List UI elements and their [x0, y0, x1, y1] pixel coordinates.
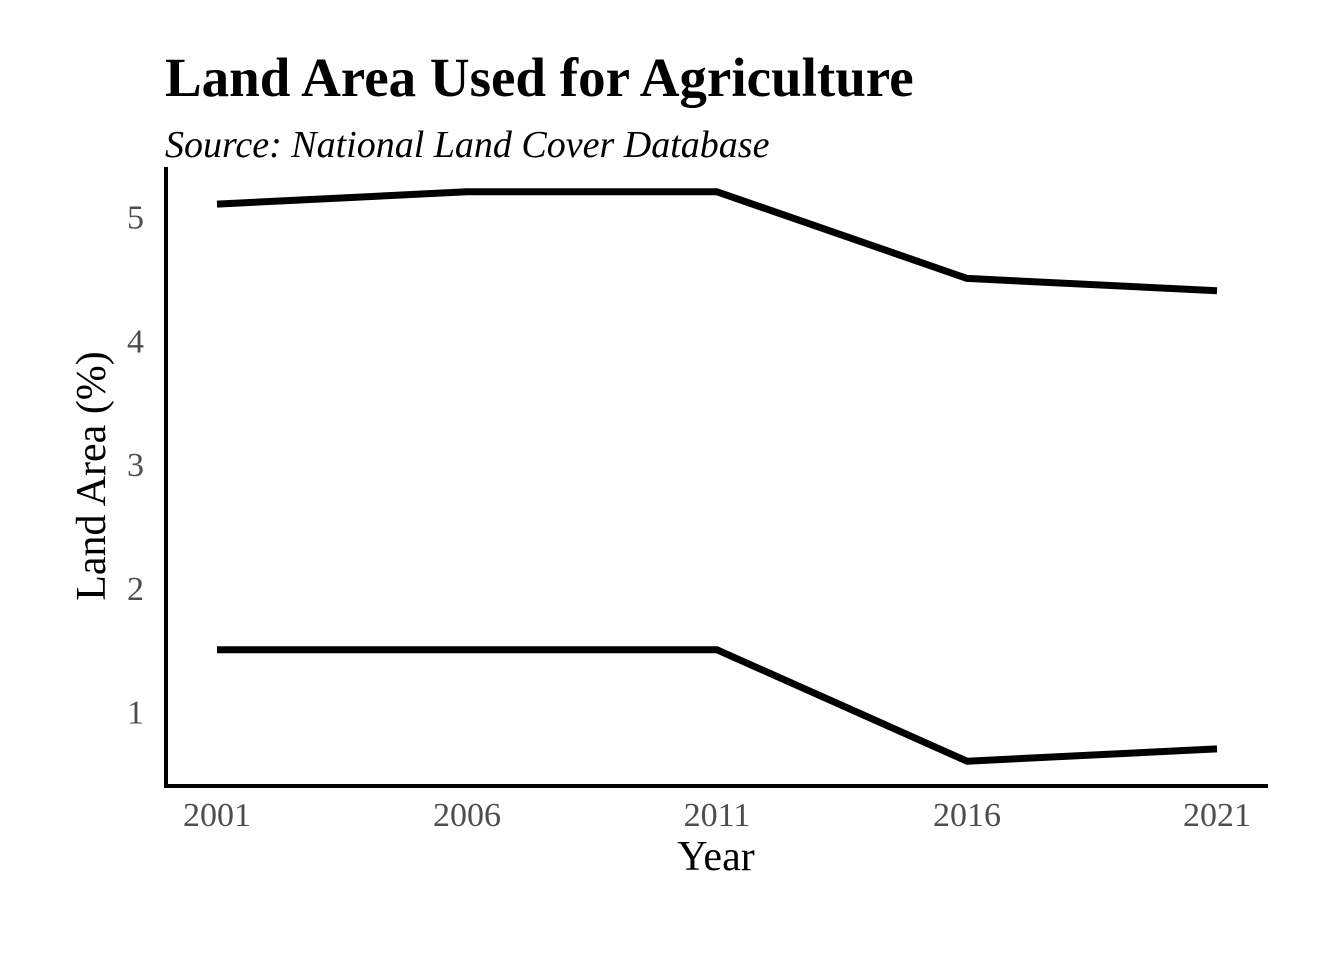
x-tick-label: 2001: [183, 797, 251, 834]
x-tick-label: 2016: [933, 797, 1001, 834]
y-tick-labels: 1 2 3 4 5: [127, 200, 144, 732]
x-tick-label: 2021: [1183, 797, 1251, 834]
x-tick-label: 2011: [684, 797, 751, 834]
y-tick-label: 2: [127, 571, 144, 608]
chart-title: Land Area Used for Agriculture: [165, 47, 914, 108]
y-axis-title: Land Area (%): [69, 351, 115, 601]
y-tick-label: 1: [127, 695, 144, 732]
x-tick-labels: 2001 2006 2011 2016 2021: [183, 797, 1251, 834]
series-layer: [216, 188, 1218, 765]
series-line-1: [216, 188, 1218, 295]
y-tick-label: 4: [127, 323, 144, 360]
x-axis-title: Year: [677, 834, 754, 880]
x-tick-label: 2006: [433, 797, 501, 834]
y-tick-label: 3: [127, 447, 144, 484]
y-tick-label: 5: [127, 200, 144, 237]
series-line-2: [217, 646, 1218, 765]
chart-subtitle: Source: National Land Cover Database: [165, 124, 770, 166]
